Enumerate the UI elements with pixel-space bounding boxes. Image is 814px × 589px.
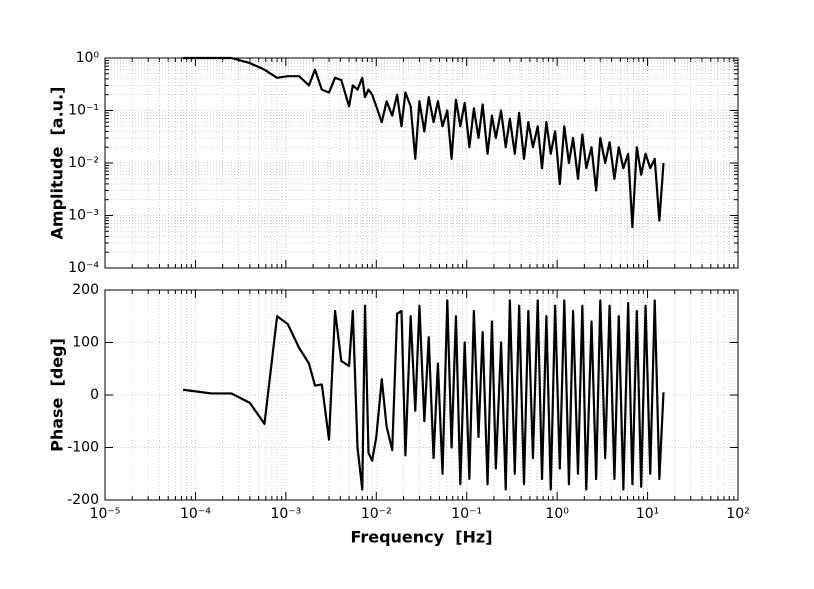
y-axis-label: Phase [deg]	[48, 338, 67, 452]
y-tick-label: 200	[72, 282, 99, 298]
x-axis-label: Frequency [Hz]	[350, 528, 492, 547]
x-tick-label: 10⁰	[545, 506, 569, 522]
y-tick-label: -100	[67, 440, 99, 456]
x-tick-label: 10¹	[636, 506, 659, 522]
y-tick-label: 100	[72, 335, 99, 351]
x-tick-label: 10⁻²	[361, 506, 392, 522]
y-tick-label: 10⁰	[76, 50, 100, 66]
y-tick-label: -200	[67, 492, 99, 508]
y-tick-label: 0	[90, 387, 99, 403]
data-line	[183, 56, 665, 229]
y-tick-label: 10⁻²	[68, 155, 99, 171]
plot-frame	[104, 289, 739, 501]
y-tick-label: 10⁻¹	[68, 103, 99, 119]
x-tick-label: 10⁻⁵	[90, 506, 121, 522]
x-tick-label: 10²	[726, 506, 749, 522]
data-line	[182, 299, 665, 491]
x-tick-label: 10⁻⁴	[180, 506, 211, 522]
x-tick-label: 10⁻¹	[451, 506, 482, 522]
y-axis-label: Amplitude [a.u.]	[48, 87, 67, 240]
y-tick-label: 10⁻³	[68, 208, 99, 224]
y-tick-label: 10⁻⁴	[68, 260, 99, 276]
x-tick-label: 10⁻³	[270, 506, 301, 522]
plot-frame	[104, 57, 739, 269]
